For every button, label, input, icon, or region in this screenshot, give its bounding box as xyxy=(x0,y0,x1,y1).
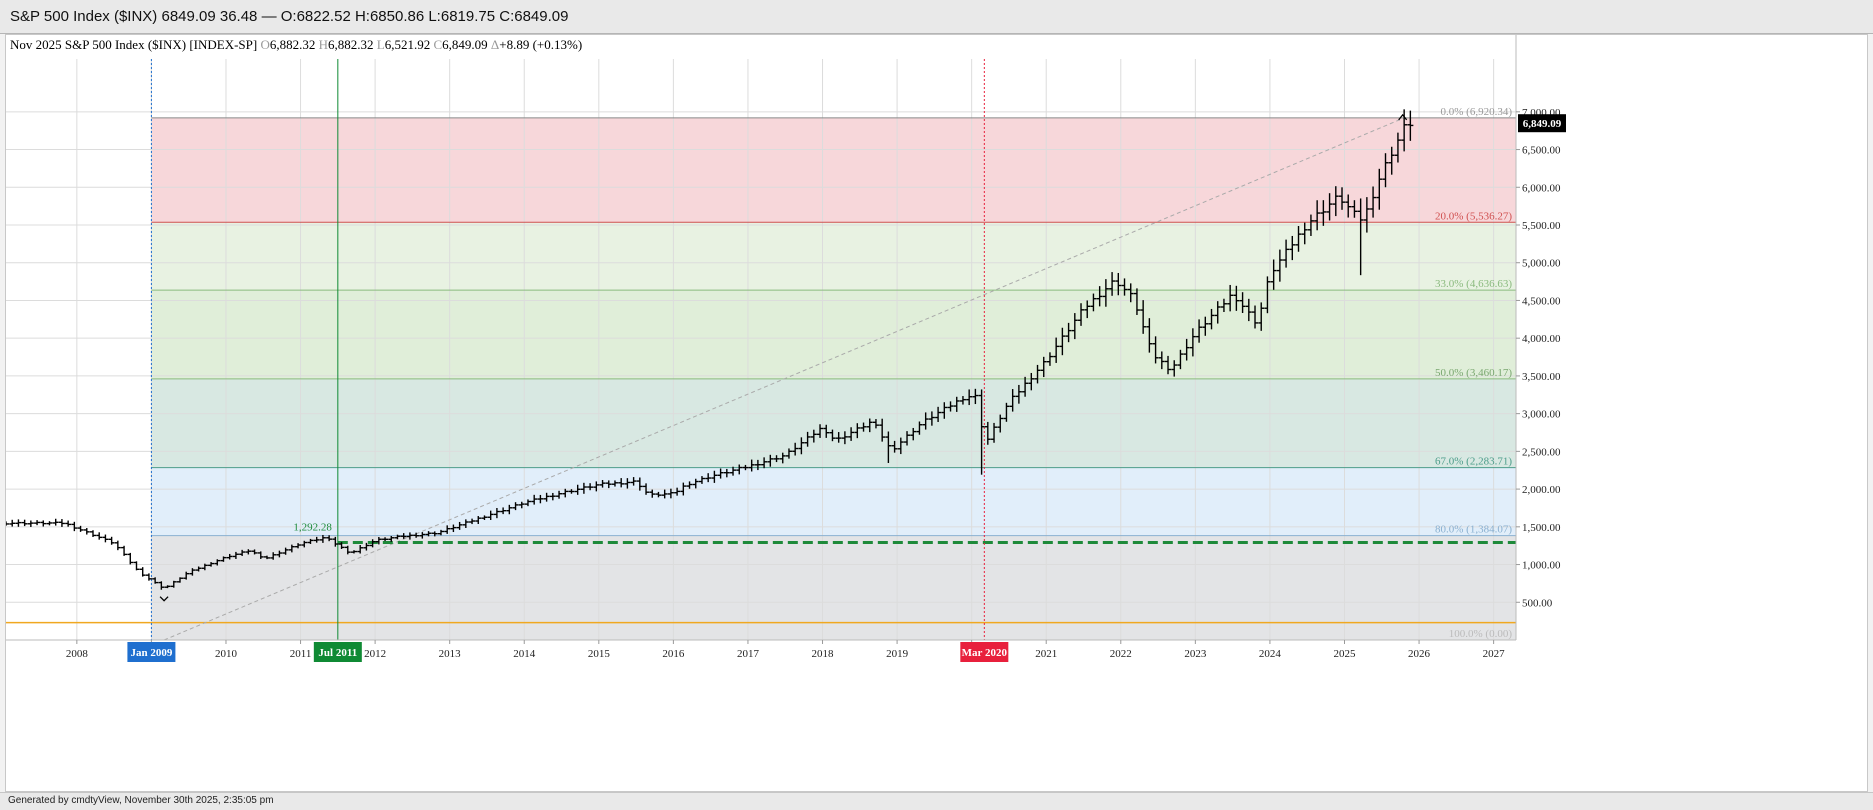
low-caret xyxy=(159,596,169,602)
x-tick-label: 2012 xyxy=(364,648,386,660)
x-tick-label: 2018 xyxy=(812,648,835,660)
y-tick-label: 6,000.00 xyxy=(1522,182,1561,194)
header-part-0: Nov 2025 S&P 500 Index ($INX) [INDEX-SP] xyxy=(10,37,260,52)
header-part-6: 6,521.92 xyxy=(385,37,434,52)
header-part-9: Δ xyxy=(491,37,499,52)
window-titlebar: S&P 500 Index ($INX) 6849.09 36.48 — O:6… xyxy=(0,0,1873,34)
fib-zone-1 xyxy=(151,222,1516,291)
y-tick-label: 4,000.00 xyxy=(1522,333,1561,345)
y-tick-label: 3,000.00 xyxy=(1522,409,1561,421)
header-part-5: L xyxy=(377,37,385,52)
x-tick-label: 2026 xyxy=(1408,648,1431,660)
header-part-10: +8.89 (+0.13%) xyxy=(499,37,582,52)
header-part-7: C xyxy=(433,37,442,52)
x-tick-label: 2011 xyxy=(290,648,312,660)
last-price-box xyxy=(1518,114,1566,133)
window-title: S&P 500 Index ($INX) 6849.09 36.48 — O:6… xyxy=(10,8,569,25)
fib-label: 100.0% (0.00) xyxy=(1449,628,1513,640)
high-caret xyxy=(1398,113,1408,121)
header-part-4: 6,882.32 xyxy=(328,37,377,52)
y-tick-label: 5,500.00 xyxy=(1522,220,1561,232)
x-tick-label: 2015 xyxy=(588,648,611,660)
y-tick-label: 3,500.00 xyxy=(1522,371,1561,383)
support-label: 1,292.28 xyxy=(293,521,332,533)
header-part-1: O xyxy=(260,37,269,52)
y-tick-label: 6,500.00 xyxy=(1522,145,1561,157)
x-tick-label: 2014 xyxy=(513,648,536,660)
x-tick-label: 2024 xyxy=(1259,648,1282,660)
y-tick-label: 1,500.00 xyxy=(1522,522,1561,534)
generated-by-text: Generated by cmdtyView, November 30th 20… xyxy=(8,795,274,806)
fib-zone-3 xyxy=(151,378,1516,468)
fib-label: 67.0% (2,283.71) xyxy=(1435,456,1512,468)
y-tick-label: 500.00 xyxy=(1522,597,1553,609)
last-price-label: 6,849.09 xyxy=(1523,118,1562,130)
fib-zone-4 xyxy=(151,467,1516,536)
x-tick-label: 2010 xyxy=(215,648,238,660)
y-tick-label: 2,000.00 xyxy=(1522,484,1561,496)
header-part-8: 6,849.09 xyxy=(442,37,491,52)
marker-label-1: Jul 2011 xyxy=(318,647,357,659)
x-tick-label: 2017 xyxy=(737,648,760,660)
marker-badge-2 xyxy=(960,642,1009,662)
fib-label: 0.0% (6,920.34) xyxy=(1441,106,1513,118)
chart-header: Nov 2025 S&P 500 Index ($INX) [INDEX-SP]… xyxy=(10,37,582,52)
price-chart[interactable]: 0.0% (6,920.34) 20.0% (5,536.27) 33.0% (4,… xyxy=(3,35,1867,791)
marker-label-0: Jan 2009 xyxy=(130,647,172,659)
x-tick-label: 2023 xyxy=(1184,648,1207,660)
chart-frame[interactable]: 0.0% (6,920.34) 20.0% (5,536.27) 33.0% (4,… xyxy=(3,34,1868,792)
x-tick-label: 2022 xyxy=(1110,648,1132,660)
fib-zones xyxy=(151,117,1516,640)
fib-zone-2 xyxy=(151,290,1516,379)
y-tick-label: 2,500.00 xyxy=(1522,446,1561,458)
y-tick-label: 1,000.00 xyxy=(1522,560,1561,572)
marker-badge-1 xyxy=(313,642,362,662)
fib-label: 80.0% (1,384.07) xyxy=(1435,524,1512,536)
header-part-2: 6,882.32 xyxy=(270,37,319,52)
trend-diagonal xyxy=(163,117,1405,641)
header-part-3: H xyxy=(319,37,328,52)
y-tick-label: 4,500.00 xyxy=(1522,295,1561,307)
marker-badge-0 xyxy=(127,642,176,662)
x-tick-label: 2019 xyxy=(886,648,909,660)
x-tick-label: 2027 xyxy=(1483,648,1506,660)
fib-zone-0 xyxy=(151,117,1516,223)
y-tick-label: 5,000.00 xyxy=(1522,258,1561,270)
x-tick-label: 2008 xyxy=(66,648,89,660)
x-tick-label: 2016 xyxy=(662,648,685,660)
fib-label: 50.0% (3,460.17) xyxy=(1435,367,1512,379)
x-tick-label: 2025 xyxy=(1333,648,1356,660)
marker-label-2: Mar 2020 xyxy=(962,647,1008,659)
footer-bar: Generated by cmdtyView, November 30th 20… xyxy=(0,792,1873,810)
fib-levels: 0.0% (6,920.34) 20.0% (5,536.27) 33.0% (4,… xyxy=(151,106,1516,640)
date-markers: Jan 2009 Jul 2011 Mar 2020 xyxy=(127,642,1009,662)
price-bars xyxy=(3,109,1414,602)
fib-label: 20.0% (5,536.27) xyxy=(1435,210,1512,222)
x-tick-label: 2013 xyxy=(439,648,462,660)
x-tick-label: 2021 xyxy=(1035,648,1057,660)
overlay-lines: 1,292.28 xyxy=(6,59,1516,641)
fib-label: 33.0% (4,636.63) xyxy=(1435,278,1512,290)
